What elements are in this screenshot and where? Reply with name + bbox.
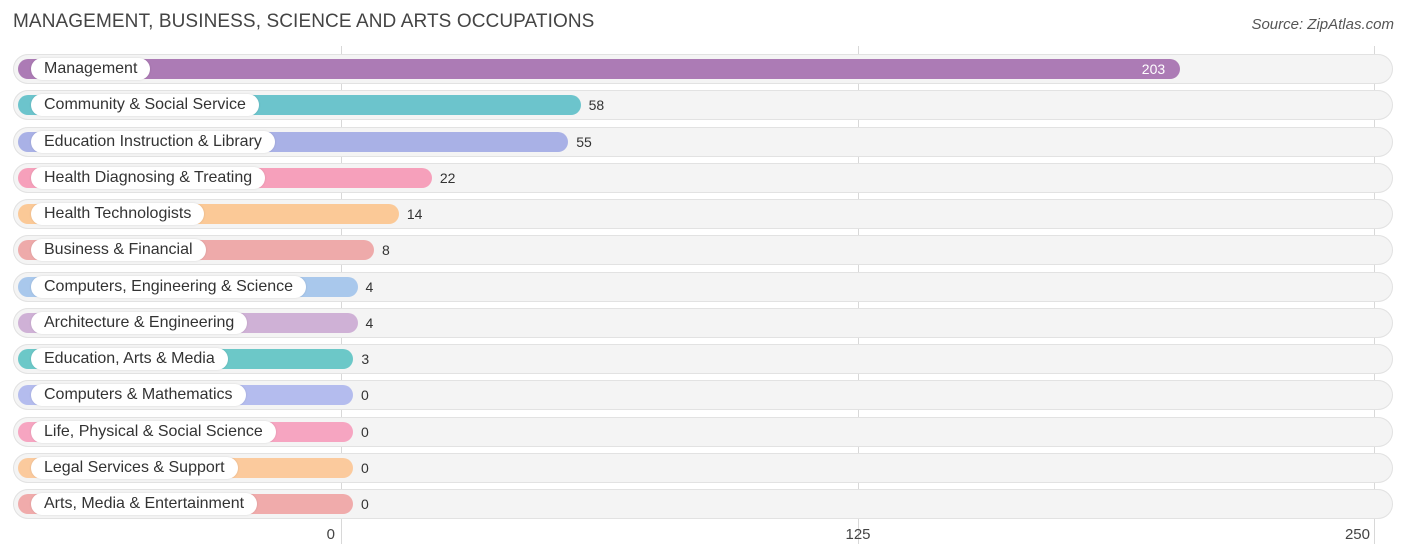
data-label: 55: [576, 133, 592, 150]
category-label: Business & Financial: [31, 239, 206, 262]
data-label: 14: [406, 206, 423, 222]
data-label: 4: [365, 314, 374, 331]
source-credit: Source: ZipAtlas.com: [1251, 16, 1394, 33]
category-label: Health Technologists: [31, 203, 205, 225]
category-label: Education, Arts & Media: [31, 348, 228, 370]
data-label: 58: [588, 97, 605, 114]
x-tick-label: 250: [1344, 526, 1370, 543]
data-label: 0: [361, 387, 369, 404]
category-label: Arts, Media & Entertainment: [31, 493, 258, 515]
category-label: Legal Services & Support: [31, 456, 238, 479]
data-label: 4: [365, 278, 374, 295]
category-label: Health Diagnosing & Treating: [31, 166, 266, 189]
category-label: Computers & Mathematics: [31, 384, 246, 407]
category-label: Architecture & Engineering: [31, 311, 248, 334]
category-label: Management: [31, 58, 151, 80]
data-label: 0: [361, 496, 369, 512]
x-tick-label: 125: [845, 526, 871, 543]
data-label: 0: [361, 459, 369, 476]
data-label: 22: [439, 169, 456, 186]
bar-mark[interactable]: [18, 59, 1180, 79]
category-label: Computers, Engineering & Science: [31, 275, 307, 298]
data-label: 8: [382, 242, 390, 259]
x-tick-label: 0: [326, 526, 335, 543]
category-label: Life, Physical & Social Science: [31, 420, 276, 443]
category-label: Community & Social Service: [31, 94, 259, 117]
data-label: 3: [361, 351, 370, 367]
data-label: 0: [361, 423, 369, 440]
data-label: 203: [1141, 61, 1166, 77]
chart-title: MANAGEMENT, BUSINESS, SCIENCE AND ARTS O…: [13, 11, 595, 32]
category-label: Education Instruction & Library: [31, 130, 275, 153]
